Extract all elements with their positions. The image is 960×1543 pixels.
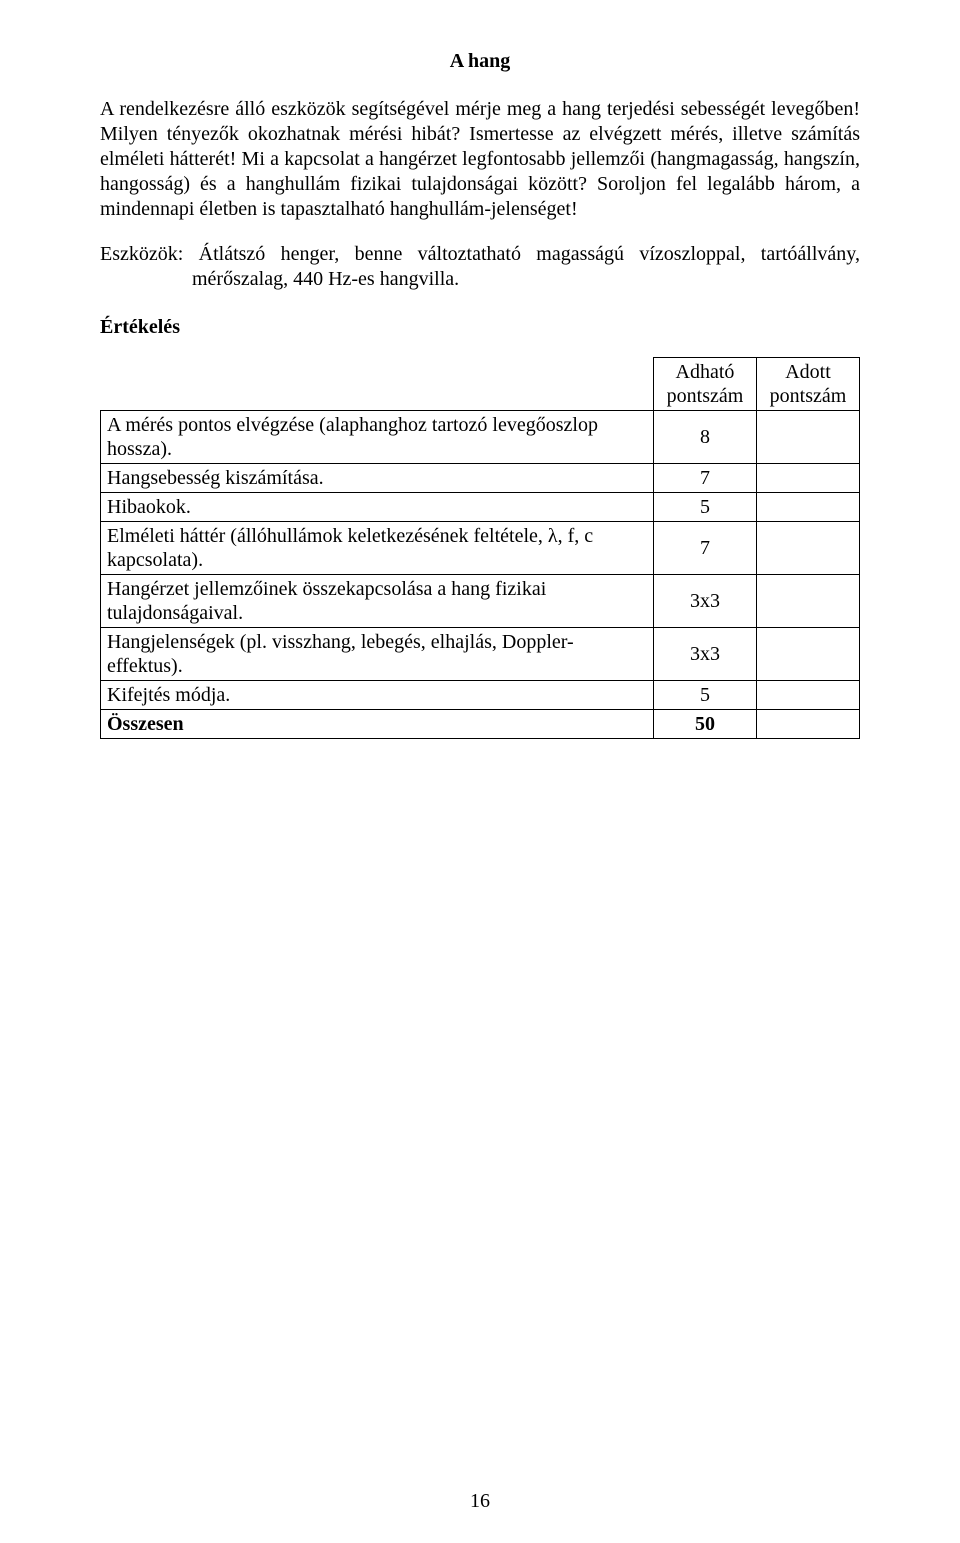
- row-given: [757, 522, 860, 575]
- document-title: A hang: [100, 50, 860, 73]
- table-row: Hangjelenségek (pl. visszhang, lebegés, …: [101, 628, 860, 681]
- row-label: Hibaokok.: [101, 493, 654, 522]
- page-number: 16: [0, 1490, 960, 1513]
- row-label: Hangsebesség kiszámítása.: [101, 464, 654, 493]
- row-label: Kifejtés módja.: [101, 681, 654, 710]
- row-given: [757, 628, 860, 681]
- row-label: Hangérzet jellemzőinek összekapcsolása a…: [101, 575, 654, 628]
- table-row: Elméleti háttér (állóhullámok keletkezés…: [101, 522, 860, 575]
- header-empty: [101, 358, 654, 411]
- row-label: A mérés pontos elvégzése (alaphanghoz ta…: [101, 411, 654, 464]
- table-row: Hangsebesség kiszámítása. 7: [101, 464, 860, 493]
- table-total-row: Összesen 50: [101, 710, 860, 739]
- row-score: 8: [654, 411, 757, 464]
- total-given: [757, 710, 860, 739]
- evaluation-table: Adható pontszám Adott pontszám A mérés p…: [100, 357, 860, 739]
- row-score: 5: [654, 681, 757, 710]
- row-given: [757, 411, 860, 464]
- table-row: A mérés pontos elvégzése (alaphanghoz ta…: [101, 411, 860, 464]
- table-header-row: Adható pontszám Adott pontszám: [101, 358, 860, 411]
- row-given: [757, 464, 860, 493]
- row-label: Hangjelenségek (pl. visszhang, lebegés, …: [101, 628, 654, 681]
- page: A hang A rendelkezésre álló eszközök seg…: [0, 0, 960, 1543]
- row-score: 3x3: [654, 628, 757, 681]
- tools-paragraph: Eszközök: Átlátszó henger, benne változt…: [100, 242, 860, 292]
- row-label: Elméleti háttér (állóhullámok keletkezés…: [101, 522, 654, 575]
- total-score: 50: [654, 710, 757, 739]
- task-description: A rendelkezésre álló eszközök segítségév…: [100, 97, 860, 222]
- total-label: Összesen: [101, 710, 654, 739]
- row-given: [757, 575, 860, 628]
- row-given: [757, 681, 860, 710]
- row-score: 7: [654, 522, 757, 575]
- evaluation-heading: Értékelés: [100, 316, 860, 339]
- row-score: 7: [654, 464, 757, 493]
- table-row: Hibaokok. 5: [101, 493, 860, 522]
- table-row: Kifejtés módja. 5: [101, 681, 860, 710]
- row-score: 3x3: [654, 575, 757, 628]
- header-adhato: Adható pontszám: [654, 358, 757, 411]
- row-given: [757, 493, 860, 522]
- table-row: Hangérzet jellemzőinek összekapcsolása a…: [101, 575, 860, 628]
- row-score: 5: [654, 493, 757, 522]
- header-adott: Adott pontszám: [757, 358, 860, 411]
